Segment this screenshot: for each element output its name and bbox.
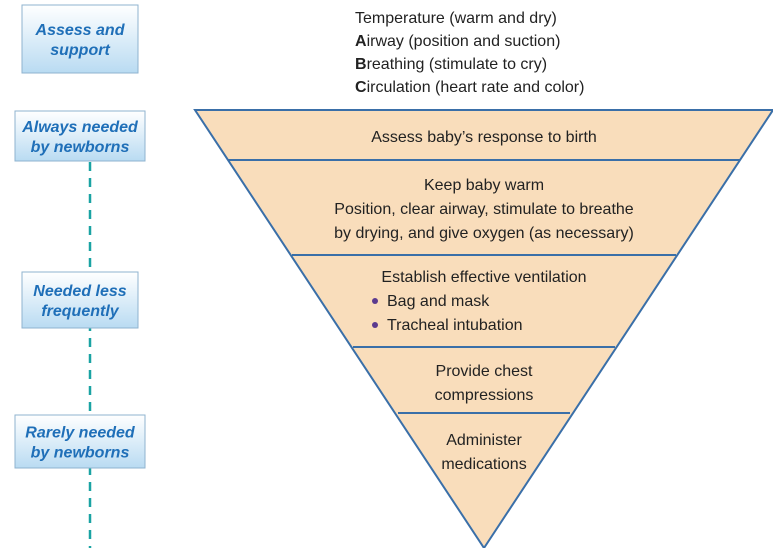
side-label: Needed less [33,283,126,300]
label-box [21,271,139,329]
step-initial: B [355,56,367,73]
pyramid [193,109,773,548]
side-label: Assess and [35,22,126,39]
band-text: medications [441,456,526,473]
bullet [372,298,378,304]
bullet [372,322,378,328]
step-rest: irway (position and suction) [367,33,561,50]
step: Temperature (warm and dry) [355,10,557,27]
side-label: Rarely needed [25,425,136,442]
step: Circulation (heart rate and color) [355,79,584,96]
band-text: Provide chest [436,363,533,380]
step-initial: A [355,33,367,50]
content: Assess and support Always needed by newborn… [14,4,634,473]
separators [228,159,740,414]
side-label: Always needed [21,119,139,136]
step-text: Temperature (warm and dry) [355,10,557,27]
bullet-text: Bag and mask [387,293,490,310]
step-rest: irculation (heart rate and color) [367,79,585,96]
side-label: frequently [41,303,119,320]
bullet-text: Tracheal intubation [387,317,523,334]
side-label: by newborns [31,139,130,156]
side-label: support [50,42,110,59]
band-text: Keep baby warm [424,177,544,194]
label-box [21,4,139,74]
step-initial: C [355,79,367,96]
side-label: by newborns [31,445,130,462]
step: Breathing (stimulate to cry) [355,56,547,73]
band-text: Establish effective ventilation [381,269,586,286]
step: Airway (position and suction) [355,33,560,50]
band-text: Assess baby’s response to birth [371,129,597,146]
step-rest: reathing (stimulate to cry) [367,56,548,73]
label-box [14,110,146,162]
band-text: Administer [446,432,522,449]
band-text: by drying, and give oxygen (as necessary… [334,225,634,242]
band-text: compressions [435,387,534,404]
label-box [14,414,146,469]
band-text: Position, clear airway, stimulate to bre… [334,201,634,218]
